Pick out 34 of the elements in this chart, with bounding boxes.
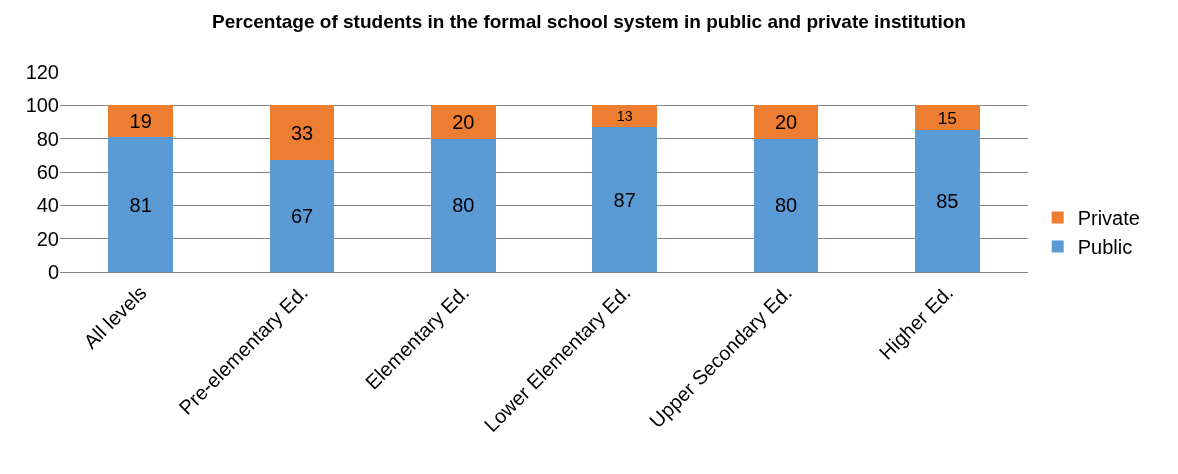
data-label: 20 [774, 111, 798, 133]
data-label: 85 [936, 190, 959, 213]
bar [592, 127, 657, 272]
y-tick-label: 100 [25, 94, 59, 117]
bar [431, 138, 496, 272]
data-label: 33 [290, 121, 314, 144]
bar [753, 138, 819, 272]
y-tick-label: 20 [36, 227, 59, 250]
data-label: 67 [290, 205, 314, 228]
bar [592, 105, 657, 127]
data-label: 20 [452, 111, 475, 133]
y-tick-label: 80 [36, 127, 59, 150]
bar [915, 105, 980, 131]
data-label: 87 [613, 188, 636, 211]
data-label: 80 [452, 194, 475, 217]
y-tick-label: 0 [47, 261, 59, 283]
bar [108, 137, 173, 272]
y-tick-label: 40 [36, 194, 59, 217]
bar [753, 105, 819, 139]
data-label: 13 [616, 108, 633, 125]
data-label: 19 [129, 110, 152, 133]
y-tick-label: 60 [36, 161, 59, 183]
bar [915, 130, 980, 272]
data-label: 80 [774, 194, 798, 217]
bar [108, 105, 173, 137]
legend-label: Public [1077, 236, 1133, 259]
bar [269, 105, 335, 161]
bar [431, 105, 496, 139]
data-label: 15 [937, 107, 957, 128]
bar [269, 160, 335, 272]
data-label: 81 [129, 193, 152, 216]
chart-title: Percentage of students in the formal school system in public and private institution [212, 10, 966, 32]
legend-label: Private [1077, 207, 1140, 230]
y-tick-label: 120 [25, 61, 59, 83]
